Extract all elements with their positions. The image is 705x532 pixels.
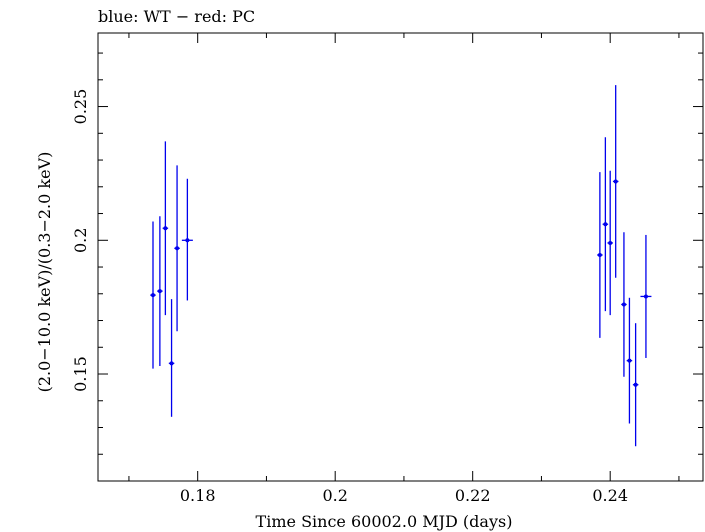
x-axis: 0.18 0.2 0.22 0.24 <box>128 33 680 505</box>
data-point <box>150 221 156 369</box>
data-points <box>150 85 652 447</box>
point-marker <box>175 246 180 251</box>
x-tick-label: 0.18 <box>180 486 216 505</box>
plot-frame <box>97 32 704 482</box>
point-marker <box>633 382 638 387</box>
y-axis-label: (2.0−10.0 keV)/(0.3−2.0 keV) <box>35 152 54 393</box>
y-tick-label: 0.25 <box>71 89 90 125</box>
data-point <box>157 216 163 366</box>
x-tick-label: 0.2 <box>322 486 347 505</box>
point-marker <box>608 240 613 245</box>
point-marker <box>627 358 632 363</box>
point-marker <box>169 361 174 366</box>
point-marker <box>643 294 648 299</box>
data-point <box>181 178 193 301</box>
data-point <box>640 234 652 358</box>
data-point <box>626 297 633 424</box>
y-tick-label: 0.2 <box>71 228 90 253</box>
y-axis: 0.15 0.2 0.25 <box>71 52 703 455</box>
y-tick-label: 0.15 <box>71 356 90 392</box>
data-point <box>612 85 619 278</box>
point-marker <box>157 289 162 294</box>
data-point <box>162 141 169 316</box>
x-tick-label: 0.22 <box>455 486 491 505</box>
point-marker <box>185 238 190 243</box>
x-tick-label: 0.24 <box>592 486 628 505</box>
point-marker <box>621 302 626 307</box>
data-point <box>607 170 613 316</box>
point-marker <box>613 179 618 184</box>
data-point <box>621 232 627 377</box>
x-axis-label: Time Since 60002.0 MJD (days) <box>256 512 513 531</box>
data-point <box>174 165 180 332</box>
point-marker <box>597 252 602 257</box>
chart-title: blue: WT − red: PC <box>98 7 255 26</box>
point-marker <box>603 222 608 227</box>
data-point <box>602 137 609 312</box>
data-point <box>632 323 639 447</box>
data-point <box>168 299 175 417</box>
point-marker <box>163 226 168 231</box>
data-point <box>597 172 603 338</box>
point-marker <box>151 293 155 298</box>
